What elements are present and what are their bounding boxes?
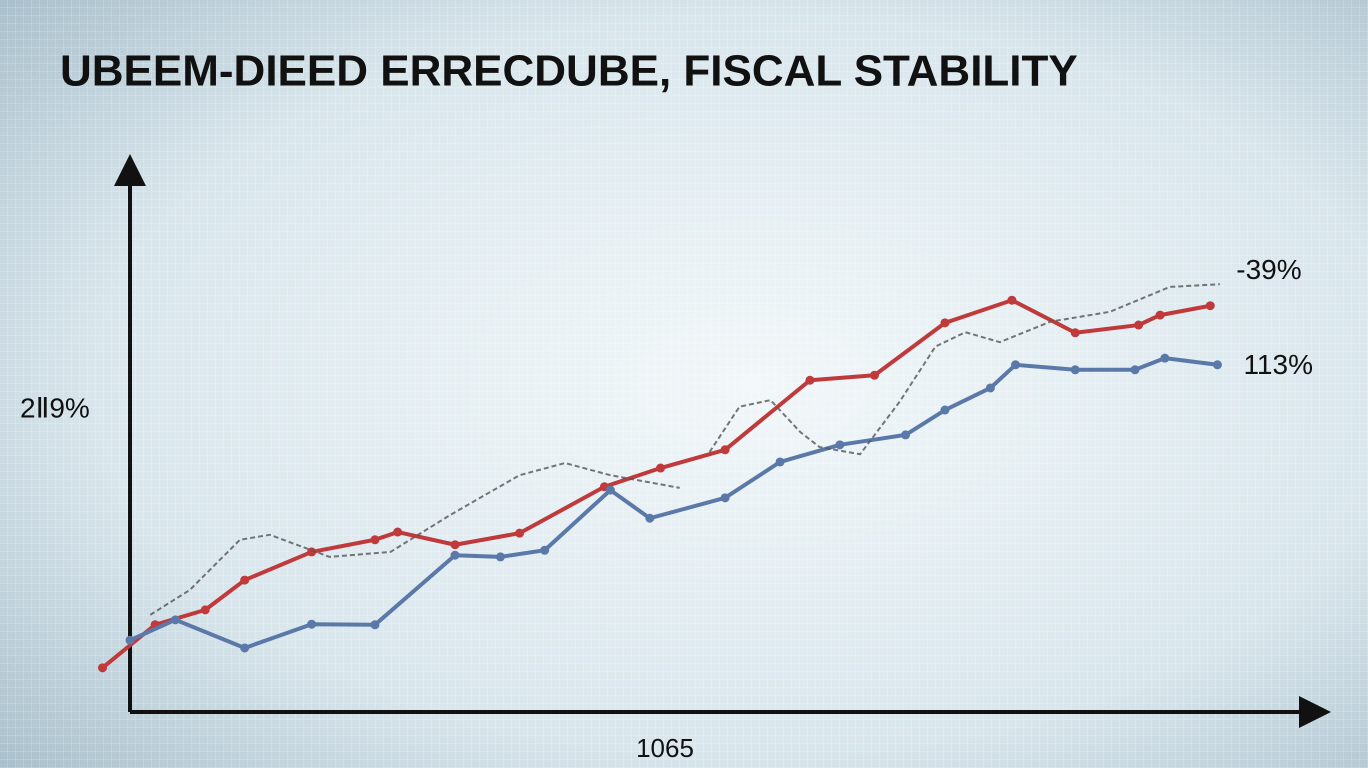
point [1070,365,1080,375]
end-label: 113% [1243,349,1313,380]
point [170,615,180,625]
chart-title: UBEEM-DIEED ERRECDUBE, FISCAL STABILITY [60,47,1078,96]
point [240,643,250,653]
point [515,528,525,538]
point [775,457,785,467]
point [98,663,108,673]
point [450,550,460,560]
point [450,540,460,550]
point [940,405,950,415]
point [645,513,655,523]
point [1007,295,1017,305]
point [720,493,730,503]
point [240,575,250,585]
point [1205,301,1215,311]
point [540,545,550,555]
point [307,619,317,629]
point [495,552,505,562]
point [125,635,135,645]
point [1160,353,1170,363]
point [1212,360,1222,370]
point [940,318,950,328]
point [901,430,911,440]
point [720,445,730,455]
point [1130,365,1140,375]
point [1155,310,1165,320]
point [605,485,615,495]
point [200,605,210,615]
point [307,547,317,557]
point [1134,320,1144,330]
point [835,440,845,450]
point [805,375,815,385]
point [869,370,879,380]
point [370,620,380,630]
point [1010,360,1020,370]
point [985,383,995,393]
point [393,527,403,537]
end-label: -39% [1236,254,1301,285]
point [656,463,666,473]
line [149,283,1220,616]
x-axis-label: 1065 [636,733,694,763]
point [1070,328,1080,338]
line [101,298,1211,670]
annotation: 2Ⅱ9% [20,392,90,423]
point [370,535,380,545]
